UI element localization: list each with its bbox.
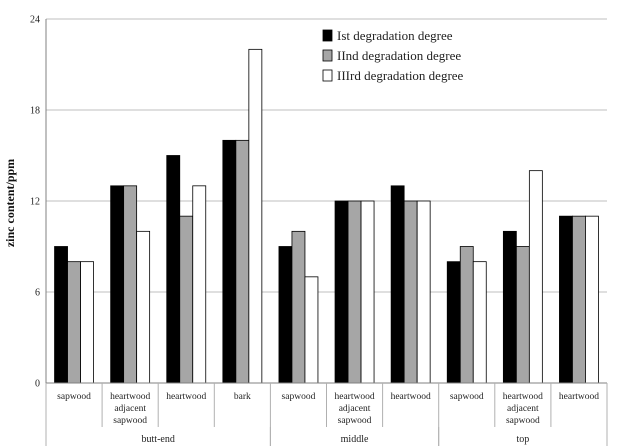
bar-3-1 bbox=[80, 261, 94, 384]
bar-1-10 bbox=[559, 215, 573, 384]
bar-1-2 bbox=[110, 185, 125, 384]
x-category-label: heartwood bbox=[166, 392, 206, 402]
x-category-label: sapwood bbox=[282, 392, 316, 402]
x-group-label: top bbox=[516, 434, 529, 445]
bar-3-3 bbox=[192, 185, 207, 384]
bar-2-10 bbox=[572, 215, 586, 384]
bar-3-5 bbox=[304, 276, 319, 384]
axes bbox=[45, 19, 608, 446]
legend-label-3: IIIrd degradation degree bbox=[337, 68, 464, 83]
x-category-label: heartwood adjacent sapwood bbox=[110, 392, 150, 426]
bar-2-5 bbox=[291, 230, 306, 384]
x-category-label: sapwood bbox=[57, 392, 91, 402]
x-category-label: bark bbox=[234, 392, 251, 402]
bar-2-8 bbox=[459, 246, 474, 384]
legend-swatch-3 bbox=[322, 69, 333, 82]
legend-swatch-1 bbox=[322, 29, 333, 42]
bar-1-9 bbox=[502, 230, 517, 384]
bar-3-7 bbox=[416, 200, 431, 384]
bar-1-7 bbox=[390, 185, 405, 384]
bar-1-5 bbox=[278, 246, 293, 384]
bar-1-4 bbox=[222, 139, 237, 384]
bar-3-8 bbox=[472, 261, 487, 384]
bar-1-6 bbox=[334, 200, 349, 384]
legend-swatch-2 bbox=[322, 49, 333, 62]
bar-3-9 bbox=[528, 170, 543, 384]
bar-3-2 bbox=[136, 230, 151, 384]
x-category-label: heartwood adjacent sapwood bbox=[334, 392, 374, 426]
bar-3-10 bbox=[585, 215, 599, 384]
y-tick-label: 24 bbox=[30, 15, 40, 26]
legend-label-1: Ist degradation degree bbox=[337, 28, 453, 43]
y-axis-label: zinc content/ppm bbox=[3, 159, 17, 247]
x-group-label: butt-end bbox=[142, 434, 175, 445]
bar-3-4 bbox=[248, 48, 263, 384]
legend-label-2: IInd degradation degree bbox=[337, 48, 461, 63]
x-category-label: heartwood adjacent sapwood bbox=[503, 392, 543, 426]
bar-2-2 bbox=[123, 185, 138, 384]
bar-2-6 bbox=[347, 200, 362, 384]
y-tick-label: 6 bbox=[35, 288, 40, 299]
bar-1-8 bbox=[446, 261, 461, 384]
legend: Ist degradation degree IInd degradation d… bbox=[322, 28, 464, 83]
bar-1-1 bbox=[54, 246, 68, 384]
bar-3-6 bbox=[360, 200, 375, 384]
x-category-label: sapwood bbox=[450, 392, 484, 402]
x-category-label: heartwood bbox=[391, 392, 431, 402]
bar-2-7 bbox=[403, 200, 418, 384]
bar-2-1 bbox=[67, 261, 81, 384]
bar-2-4 bbox=[235, 139, 250, 384]
y-tick-label: 12 bbox=[30, 197, 40, 208]
bar-1-3 bbox=[166, 155, 181, 384]
x-group-label: middle bbox=[341, 434, 369, 445]
bar-2-3 bbox=[179, 215, 194, 384]
y-tick-label: 18 bbox=[30, 106, 40, 117]
bar-2-9 bbox=[515, 246, 530, 384]
axis-labels: 0 6 12 18 24 sapwood heartwood adjacent sapwood h… bbox=[30, 15, 599, 446]
x-category-label: heartwood bbox=[559, 392, 599, 402]
bars bbox=[54, 48, 599, 384]
y-tick-label: 0 bbox=[35, 379, 40, 390]
